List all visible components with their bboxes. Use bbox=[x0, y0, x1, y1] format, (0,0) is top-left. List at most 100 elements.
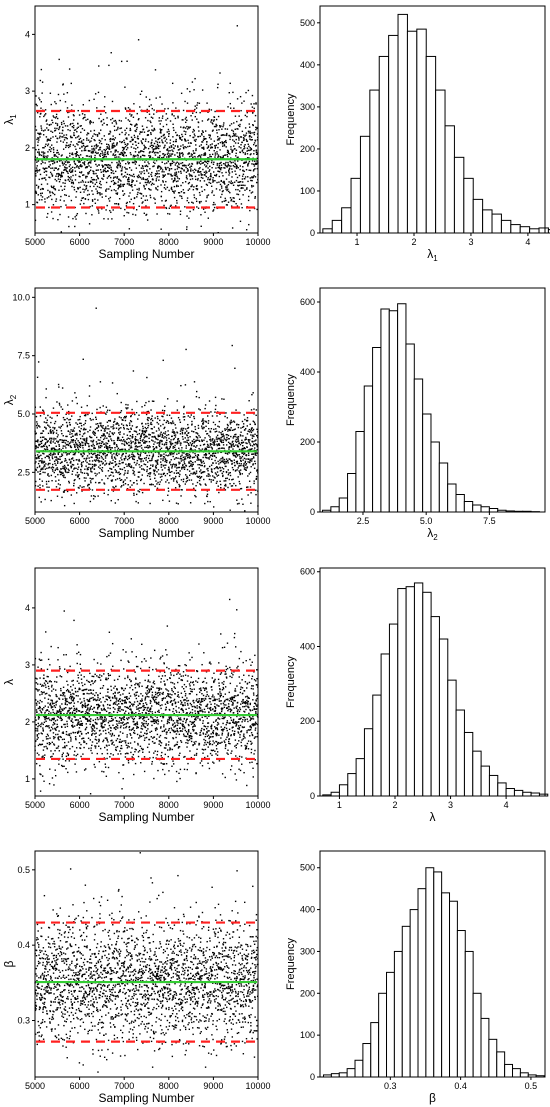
sample-point bbox=[206, 140, 208, 143]
sample-point bbox=[191, 163, 194, 165]
sample-point bbox=[133, 175, 135, 178]
sample-point bbox=[74, 162, 76, 165]
sample-point bbox=[88, 463, 90, 465]
sample-point bbox=[80, 453, 83, 456]
sample-point bbox=[64, 136, 66, 139]
sample-point bbox=[85, 212, 87, 215]
sample-point bbox=[232, 91, 234, 94]
sample-point bbox=[128, 457, 130, 460]
sample-point bbox=[178, 149, 180, 151]
sample-point bbox=[103, 482, 105, 484]
sample-point bbox=[220, 167, 223, 169]
sample-point bbox=[248, 132, 250, 134]
sample-point bbox=[207, 145, 210, 147]
sample-point bbox=[128, 464, 130, 467]
sample-point bbox=[66, 92, 69, 94]
sample-point bbox=[54, 189, 57, 191]
sample-point bbox=[213, 444, 215, 446]
sample-point bbox=[37, 485, 39, 487]
sample-point bbox=[226, 189, 228, 192]
sample-point bbox=[66, 490, 69, 493]
sample-point bbox=[243, 145, 245, 148]
sample-point bbox=[217, 170, 219, 172]
sample-point bbox=[236, 98, 239, 100]
sample-point bbox=[163, 456, 166, 458]
sample-point bbox=[211, 130, 214, 132]
sample-point bbox=[238, 465, 240, 467]
sample-point bbox=[57, 440, 60, 443]
sample-point bbox=[218, 129, 220, 131]
sample-point bbox=[35, 445, 37, 447]
sample-point bbox=[236, 166, 238, 168]
sample-point bbox=[84, 146, 86, 148]
sample-point bbox=[224, 452, 227, 455]
sample-point bbox=[41, 151, 43, 153]
sample-point bbox=[102, 165, 105, 167]
sample-point bbox=[52, 407, 55, 409]
sample-point bbox=[132, 138, 134, 141]
sample-point bbox=[73, 502, 75, 505]
sample-point bbox=[149, 483, 151, 486]
sample-point bbox=[163, 204, 165, 207]
sample-point bbox=[187, 164, 190, 166]
sample-point bbox=[234, 367, 236, 369]
sample-point bbox=[39, 440, 42, 443]
sample-point bbox=[156, 143, 159, 146]
sample-point bbox=[211, 455, 214, 457]
sample-point bbox=[186, 457, 189, 459]
sample-point bbox=[82, 461, 85, 463]
sample-point bbox=[219, 461, 222, 464]
sample-point bbox=[154, 417, 156, 419]
sample-point bbox=[94, 447, 96, 450]
sample-point bbox=[206, 468, 208, 470]
sample-point bbox=[115, 443, 118, 446]
sample-point bbox=[110, 211, 112, 214]
sample-point bbox=[232, 197, 234, 199]
sample-point bbox=[130, 442, 132, 445]
sample-point bbox=[189, 460, 192, 462]
sample-point bbox=[185, 175, 188, 177]
sample-point bbox=[197, 457, 199, 460]
sample-point bbox=[174, 444, 176, 447]
sample-point bbox=[221, 441, 223, 444]
sample-point bbox=[37, 144, 39, 147]
sample-point bbox=[103, 428, 106, 430]
sample-point bbox=[217, 474, 220, 476]
sample-point bbox=[87, 474, 89, 476]
sample-point bbox=[105, 195, 107, 197]
sample-point bbox=[226, 204, 229, 206]
sample-point bbox=[205, 183, 208, 186]
sample-point bbox=[220, 447, 223, 449]
sample-point bbox=[133, 134, 136, 137]
sample-point bbox=[78, 171, 81, 173]
sample-point bbox=[85, 440, 87, 442]
sample-point bbox=[120, 180, 122, 182]
sample-point bbox=[205, 421, 208, 423]
sample-point bbox=[123, 175, 126, 177]
sample-point bbox=[53, 460, 56, 463]
sample-point bbox=[159, 419, 161, 422]
sample-point bbox=[52, 426, 54, 429]
histogram-bar bbox=[444, 125, 455, 234]
sample-point bbox=[106, 428, 108, 430]
sample-point bbox=[126, 147, 129, 149]
sample-point bbox=[114, 203, 116, 205]
sample-point bbox=[203, 148, 205, 150]
sample-point bbox=[223, 480, 225, 482]
sample-point bbox=[160, 120, 162, 122]
sample-point bbox=[123, 183, 126, 186]
sample-point bbox=[185, 428, 187, 430]
sample-point bbox=[128, 465, 130, 468]
sample-point bbox=[129, 184, 132, 187]
sample-point bbox=[168, 168, 171, 170]
sample-point bbox=[44, 177, 46, 179]
sample-point bbox=[146, 466, 149, 468]
sample-point bbox=[43, 157, 45, 159]
sample-point bbox=[94, 157, 96, 159]
sample-point bbox=[157, 166, 159, 168]
sample-point bbox=[161, 200, 163, 202]
sample-point bbox=[98, 482, 100, 484]
sample-point bbox=[229, 182, 232, 184]
sample-point bbox=[145, 184, 148, 186]
sample-point bbox=[122, 481, 125, 484]
